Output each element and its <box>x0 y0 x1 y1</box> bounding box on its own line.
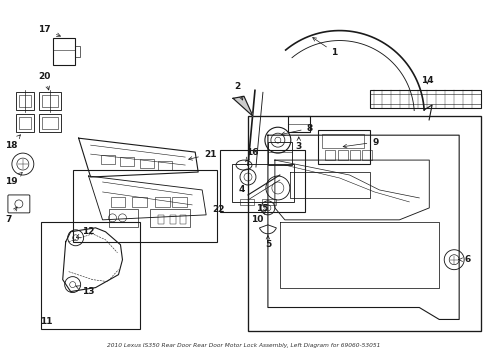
Text: 3: 3 <box>295 137 301 150</box>
Bar <box>108 209 138 227</box>
Bar <box>41 95 58 107</box>
Bar <box>232 164 293 202</box>
Bar <box>110 197 125 207</box>
Text: 11: 11 <box>41 317 53 326</box>
Text: 22: 22 <box>211 206 224 215</box>
Bar <box>180 215 186 224</box>
Bar <box>41 117 58 129</box>
Bar <box>170 215 176 224</box>
Text: 2: 2 <box>233 82 243 100</box>
Bar <box>349 150 359 160</box>
Bar <box>150 209 190 227</box>
Bar <box>155 197 170 207</box>
Bar <box>53 37 75 66</box>
Bar <box>39 92 61 110</box>
Bar <box>101 155 114 164</box>
Text: 15: 15 <box>255 204 267 213</box>
Text: 8: 8 <box>281 124 312 135</box>
Bar <box>220 150 304 212</box>
Text: 20: 20 <box>39 72 51 90</box>
Bar <box>41 222 140 329</box>
Polygon shape <box>233 96 252 116</box>
Text: 9: 9 <box>343 138 378 148</box>
Bar <box>39 114 61 132</box>
Text: 1: 1 <box>312 37 337 57</box>
Bar <box>369 94 480 104</box>
Bar <box>16 92 34 110</box>
Text: 14: 14 <box>420 76 433 85</box>
Bar <box>267 142 291 165</box>
Bar <box>240 199 253 205</box>
Bar <box>247 116 480 332</box>
Text: 13: 13 <box>76 286 95 296</box>
Text: 12: 12 <box>76 227 95 238</box>
Text: 6: 6 <box>457 255 469 264</box>
Bar <box>337 150 347 160</box>
Bar <box>172 197 187 207</box>
Bar <box>75 46 80 57</box>
Text: 16: 16 <box>245 148 258 162</box>
Text: 7: 7 <box>6 207 17 224</box>
Text: 2010 Lexus IS350 Rear Door Rear Door Motor Lock Assembly, Left Diagram for 69060: 2010 Lexus IS350 Rear Door Rear Door Mot… <box>107 343 380 348</box>
Bar <box>140 159 154 168</box>
Bar <box>321 134 363 148</box>
Bar <box>287 116 309 132</box>
Text: 18: 18 <box>5 135 20 150</box>
Bar <box>19 95 31 107</box>
Text: 4: 4 <box>238 185 244 194</box>
Text: 17: 17 <box>39 25 61 36</box>
Text: 19: 19 <box>4 172 22 186</box>
Bar <box>317 130 369 164</box>
Bar <box>19 117 31 129</box>
Bar <box>158 215 164 224</box>
Text: 21: 21 <box>188 150 216 160</box>
Bar <box>132 197 147 207</box>
Bar <box>369 90 480 108</box>
Bar <box>361 150 371 160</box>
Text: 5: 5 <box>264 235 270 249</box>
Bar <box>158 161 172 170</box>
Bar <box>16 114 34 132</box>
Bar <box>73 170 217 242</box>
Bar <box>262 199 275 205</box>
Text: 10: 10 <box>250 210 265 224</box>
Bar <box>324 150 334 160</box>
Bar <box>120 157 134 166</box>
